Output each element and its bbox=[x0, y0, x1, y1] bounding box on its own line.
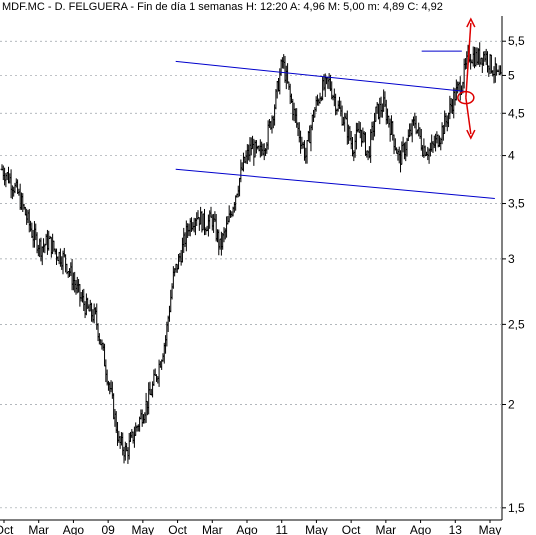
x-tick-label: Ago bbox=[63, 523, 85, 535]
y-tick-label: 5,5 bbox=[508, 34, 525, 48]
y-tick-label: 2 bbox=[508, 398, 515, 412]
x-tick-label: Oct bbox=[342, 523, 361, 535]
x-tick-label: May bbox=[132, 523, 155, 535]
x-tick-label: Oct bbox=[168, 523, 187, 535]
x-tick-label: Mar bbox=[202, 523, 223, 535]
x-tick-label: 11 bbox=[275, 523, 288, 535]
y-tick-label: 4,5 bbox=[508, 106, 525, 120]
arrow-up-line bbox=[465, 23, 472, 98]
company-name: D. FELGUERA bbox=[54, 1, 128, 13]
x-tick-label: Oct bbox=[0, 523, 14, 535]
y-tick-label: 1,5 bbox=[508, 501, 525, 515]
x-tick-label: 09 bbox=[101, 523, 115, 535]
chart-header: MDF.MC - D. FELGUERA - Fin de día 1 sema… bbox=[2, 1, 443, 13]
arrow-up-head bbox=[466, 17, 476, 28]
x-tick-label: May bbox=[479, 523, 502, 535]
ohlc-stats: H: 12:20 A: 4,96 M: 5,00 m: 4,89 C: 4,92 bbox=[245, 1, 443, 13]
arrow-down-line bbox=[465, 97, 472, 135]
arrow-down-head bbox=[466, 129, 476, 140]
symbol-label: MDF.MC bbox=[2, 1, 45, 13]
channel-lower-line bbox=[175, 168, 495, 199]
y-tick-label: 5 bbox=[508, 68, 515, 82]
y-tick-label: 2,5 bbox=[508, 317, 525, 331]
x-tick-label: May bbox=[305, 523, 328, 535]
x-tick-label: Mar bbox=[28, 523, 49, 535]
x-tick-label: Ago bbox=[410, 523, 432, 535]
x-tick-label: Ago bbox=[236, 523, 258, 535]
y-tick-label: 3 bbox=[508, 252, 515, 266]
y-tick-label: 4 bbox=[508, 149, 515, 163]
y-tick-label: 3,5 bbox=[508, 197, 525, 211]
period-label: Fin de día 1 semanas bbox=[137, 1, 243, 13]
x-tick-label: Mar bbox=[376, 523, 397, 535]
channel-upper-line bbox=[175, 60, 467, 93]
x-tick-label: 13 bbox=[449, 523, 463, 535]
